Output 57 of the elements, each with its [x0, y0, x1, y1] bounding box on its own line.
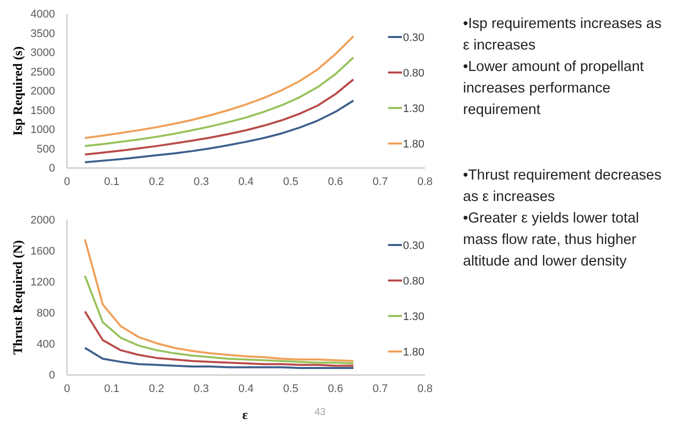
x-tick-label: 0.3 — [194, 382, 209, 395]
y-tick-label: 1600 — [30, 246, 55, 258]
y-tick-label: 0 — [48, 162, 55, 175]
legend-label: 0.30 — [403, 32, 424, 44]
y-tick-label: 2500 — [30, 66, 55, 78]
text: •Isp requirements increases as ε increases — [463, 16, 662, 54]
legend-label: 0.80 — [403, 276, 424, 288]
x-tick-label: 0.7 — [372, 382, 388, 395]
x-tick-label: 0.7 — [372, 176, 388, 188]
x-tick-label: 0 — [64, 176, 70, 188]
line-series — [84, 238, 354, 362]
legend-label: 1.80 — [403, 346, 424, 358]
x-tick-label: 0.5 — [283, 176, 298, 188]
y-tick-label: 0 — [48, 370, 55, 382]
x-tick-label: 0.4 — [238, 176, 254, 188]
x-tick-label: 0.8 — [417, 176, 433, 188]
y-tick-label: 1500 — [30, 104, 55, 117]
legend-label: 1.30 — [403, 103, 424, 115]
x-tick-label: 0.6 — [328, 382, 344, 395]
x-tick-label: 0 — [64, 382, 70, 395]
y-tick-label: 4000 — [30, 8, 55, 21]
y-tick-label: 3500 — [30, 28, 55, 40]
line-series — [84, 100, 354, 164]
x-tick-label: 0.2 — [148, 382, 164, 395]
y-tick-label: 1200 — [30, 276, 55, 289]
line-series — [84, 35, 354, 139]
line-series — [84, 78, 354, 156]
y-axis-title: Isp Required (s) — [10, 46, 25, 136]
x-tick-label: 0.1 — [104, 382, 120, 395]
text: 43 — [314, 407, 326, 418]
legend-label: 0.80 — [403, 68, 424, 80]
x-tick-label: 0.3 — [194, 176, 209, 188]
x-tick-label: 0.2 — [148, 176, 164, 188]
y-tick-label: 800 — [36, 308, 55, 320]
y-tick-label: 2000 — [30, 86, 55, 98]
y-tick-label: 1000 — [30, 124, 55, 136]
y-tick-label: 500 — [36, 143, 55, 156]
y-axis-title: Thrust Required (N) — [10, 240, 25, 355]
x-axis-title: ε — [242, 407, 248, 422]
text: •Thrust requirement decreases as ε increases — [463, 168, 662, 205]
y-tick-label: 3000 — [30, 47, 55, 60]
y-tick-label: 2000 — [30, 214, 55, 227]
x-tick-label: 0.4 — [238, 382, 254, 395]
x-tick-label: 0.8 — [417, 382, 433, 395]
legend-label: 0.30 — [403, 240, 424, 252]
x-tick-label: 0.5 — [283, 382, 298, 395]
line-series — [84, 274, 354, 364]
legend-label: 1.30 — [403, 311, 424, 323]
x-tick-label: 0.1 — [104, 176, 120, 188]
line-series — [84, 310, 354, 367]
text: •Greater ε yields lower total mass flow rate, thus higher altitude and lower density — [463, 210, 639, 270]
x-tick-label: 0.6 — [328, 176, 344, 188]
line-series — [84, 346, 354, 370]
y-tick-label: 400 — [36, 338, 55, 351]
line-series — [84, 56, 354, 148]
text: •Lower amount of propellant increases performance requirement — [463, 59, 644, 118]
legend-label: 1.80 — [403, 138, 424, 150]
